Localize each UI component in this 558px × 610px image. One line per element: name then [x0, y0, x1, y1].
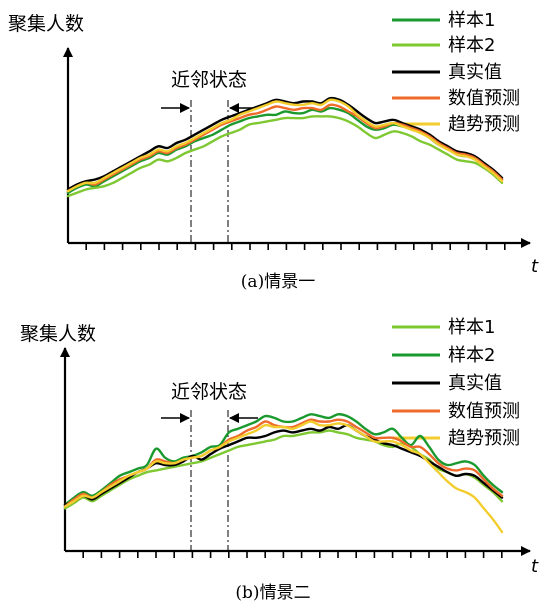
- series-line-2: [66, 115, 504, 198]
- legend-label: 真实值: [448, 373, 502, 394]
- legend: 样本1 样本2 真实值 数值预测 趋势预测: [392, 10, 520, 135]
- legend-item: 样本2: [392, 35, 495, 56]
- legend-item: 样本1: [392, 317, 495, 338]
- panel-caption: (a)情景一: [241, 272, 315, 292]
- x-axis-label: t: [531, 556, 539, 577]
- legend-label: 真实值: [448, 62, 502, 83]
- legend-label: 趋势预测: [448, 428, 520, 449]
- series-line-5: [66, 98, 504, 193]
- series-line-3: [66, 96, 504, 191]
- legend-label: 样本2: [448, 35, 495, 56]
- legend: 样本1 样本2 真实值 数值预测 趋势预测: [392, 317, 520, 449]
- legend-label: 样本2: [448, 345, 495, 366]
- panel-caption: (b)情景二: [235, 583, 310, 603]
- series-line-5: [63, 420, 504, 534]
- x-axis-label: t: [531, 256, 539, 277]
- legend-label: 样本1: [448, 10, 495, 31]
- series-line-2: [63, 413, 504, 506]
- legend-label: 数值预测: [448, 88, 520, 109]
- legend-item: 样本1: [392, 10, 495, 31]
- series-line-1: [63, 429, 504, 510]
- window-label: 近邻状态: [171, 69, 247, 91]
- series-line-4: [66, 103, 504, 193]
- y-axis-label: 聚集人数: [8, 13, 84, 35]
- panel-a: 聚集人数 t (a)情景一 近邻状态 样本1 样本2 真实值 数值预测: [8, 10, 539, 292]
- legend-item: 样本2: [392, 345, 495, 366]
- panel-b: 聚集人数 t (b)情景二 近邻状态 样本1 样本2 真实值 数值预测: [20, 317, 539, 603]
- legend-label: 样本1: [448, 317, 495, 338]
- series-line-4: [63, 418, 504, 508]
- legend-item: 真实值: [392, 62, 502, 83]
- legend-item: 真实值: [392, 373, 502, 394]
- y-axis-label: 聚集人数: [20, 323, 96, 345]
- legend-label: 趋势预测: [448, 114, 520, 135]
- window-label: 近邻状态: [171, 381, 247, 403]
- legend-item: 趋势预测: [392, 114, 520, 135]
- legend-label: 数值预测: [448, 401, 520, 422]
- series-line-1: [66, 106, 504, 194]
- legend-item: 数值预测: [392, 401, 520, 422]
- legend-item: 数值预测: [392, 88, 520, 109]
